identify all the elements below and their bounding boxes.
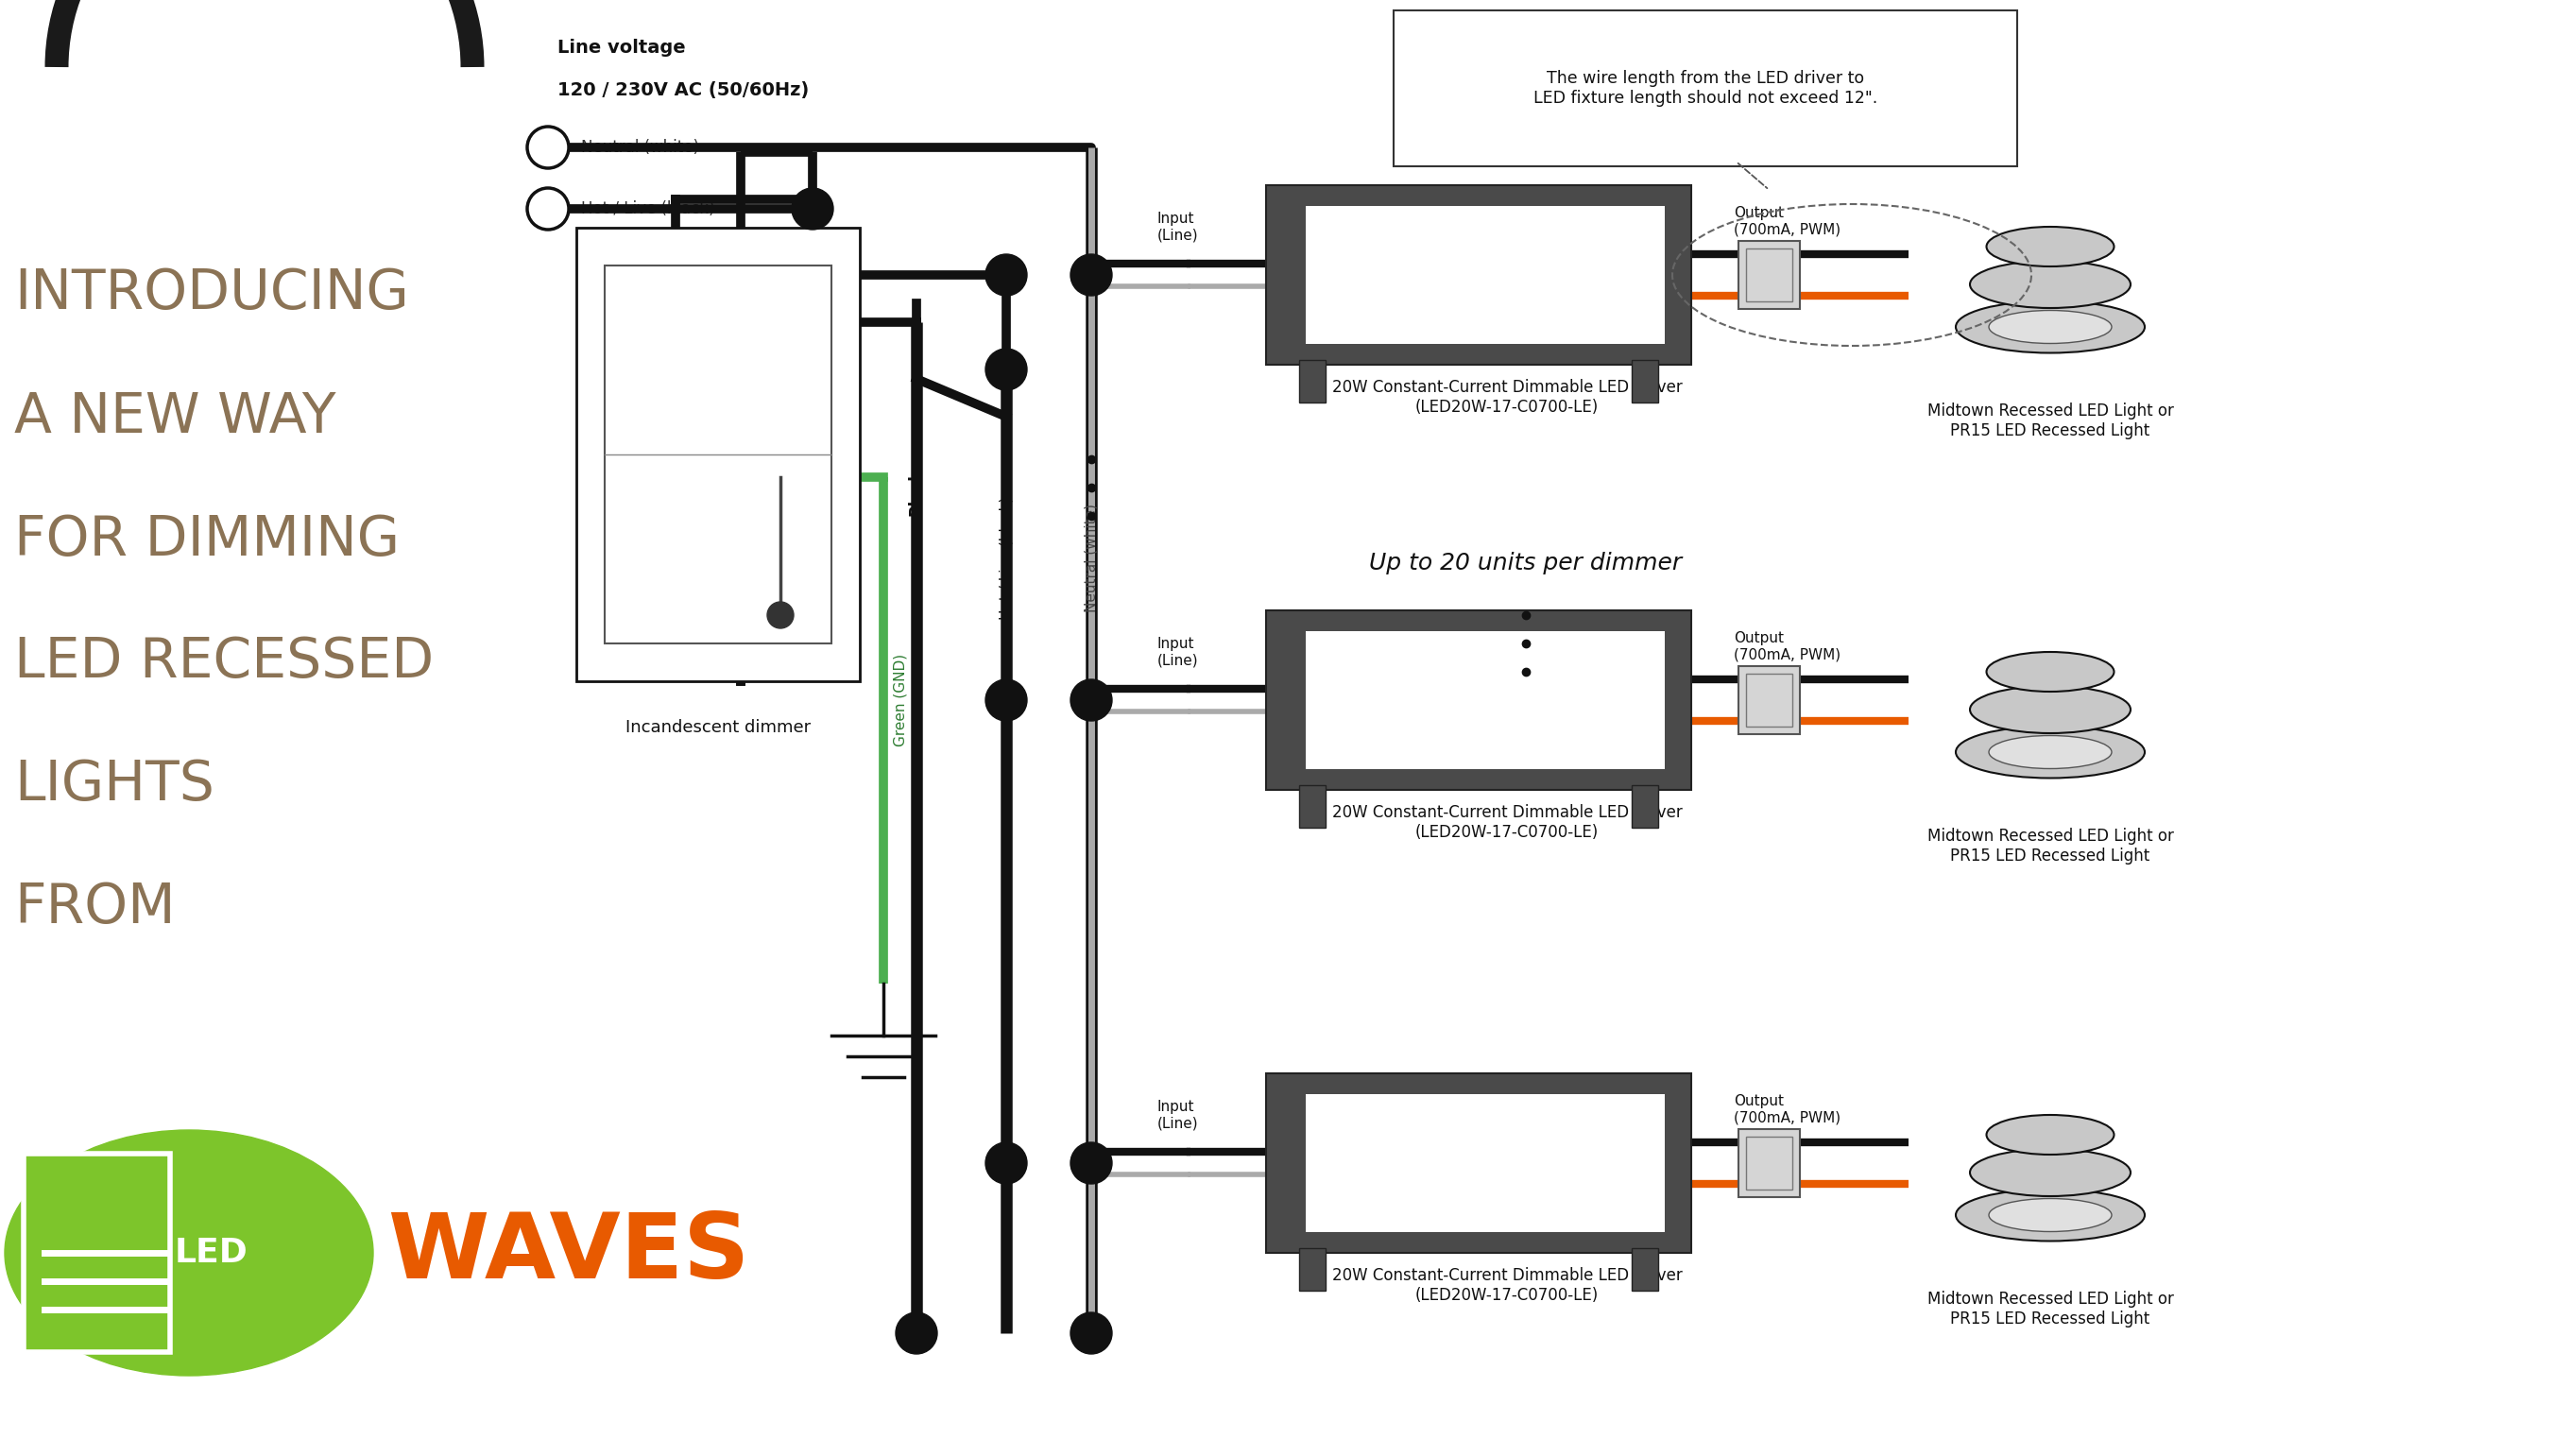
Text: Input
(Line): Input (Line) <box>1158 1099 1199 1130</box>
FancyBboxPatch shape <box>1633 360 1658 402</box>
FancyBboxPatch shape <box>1306 632 1666 769</box>
Text: Input
(Line): Input (Line) <box>1158 211 1199 242</box>
Circle shape <box>985 680 1028 721</box>
FancyBboxPatch shape <box>1737 1128 1801 1197</box>
Circle shape <box>528 127 569 169</box>
Ellipse shape <box>1987 1115 2115 1155</box>
Text: LIGHTS: LIGHTS <box>15 759 214 812</box>
Ellipse shape <box>1990 735 2112 769</box>
Circle shape <box>1071 680 1112 721</box>
Text: Neutral (white): Neutral (white) <box>582 138 699 156</box>
Text: Hot / Live (black): Hot / Live (black) <box>1000 496 1013 620</box>
Ellipse shape <box>5 1130 372 1376</box>
Text: FOR DIMMING: FOR DIMMING <box>15 513 401 566</box>
Ellipse shape <box>1957 301 2145 352</box>
Ellipse shape <box>1969 261 2130 309</box>
FancyBboxPatch shape <box>23 1153 171 1353</box>
Text: Hot / Live (black): Hot / Live (black) <box>582 201 714 217</box>
FancyBboxPatch shape <box>1265 610 1691 791</box>
FancyBboxPatch shape <box>1745 1137 1793 1190</box>
Text: LED: LED <box>176 1236 247 1270</box>
Circle shape <box>1071 1312 1112 1354</box>
FancyBboxPatch shape <box>1737 240 1801 309</box>
Text: 20W Constant-Current Dimmable LED Driver
(LED20W-17-C0700-LE): 20W Constant-Current Dimmable LED Driver… <box>1332 379 1681 415</box>
FancyBboxPatch shape <box>1745 674 1793 727</box>
Text: 120 / 230V AC (50/60Hz): 120 / 230V AC (50/60Hz) <box>559 82 809 99</box>
Ellipse shape <box>1957 1190 2145 1241</box>
Text: Midtown Recessed LED Light or
PR15 LED Recessed Light: Midtown Recessed LED Light or PR15 LED R… <box>1926 402 2173 440</box>
Text: A NEW WAY: A NEW WAY <box>15 390 337 444</box>
Text: Output
(700mA, PWM): Output (700mA, PWM) <box>1735 630 1842 661</box>
FancyBboxPatch shape <box>1633 785 1658 827</box>
FancyBboxPatch shape <box>1306 207 1666 344</box>
Circle shape <box>1071 1143 1112 1184</box>
FancyBboxPatch shape <box>1633 1248 1658 1290</box>
Circle shape <box>985 255 1028 296</box>
Ellipse shape <box>1987 227 2115 266</box>
Text: Midtown Recessed LED Light or
PR15 LED Recessed Light: Midtown Recessed LED Light or PR15 LED R… <box>1926 827 2173 865</box>
Ellipse shape <box>1987 652 2115 692</box>
FancyBboxPatch shape <box>1265 185 1691 364</box>
Text: Green (GND): Green (GND) <box>893 654 908 747</box>
FancyBboxPatch shape <box>1298 785 1327 827</box>
Text: 20W Constant-Current Dimmable LED Driver
(LED20W-17-C0700-LE): 20W Constant-Current Dimmable LED Driver… <box>1332 1267 1681 1303</box>
Text: Output
(700mA, PWM): Output (700mA, PWM) <box>1735 1093 1842 1124</box>
Ellipse shape <box>1990 310 2112 344</box>
FancyBboxPatch shape <box>605 265 832 644</box>
Text: Midtown Recessed LED Light or
PR15 LED Recessed Light: Midtown Recessed LED Light or PR15 LED R… <box>1926 1290 2173 1328</box>
FancyBboxPatch shape <box>1393 10 2018 166</box>
FancyBboxPatch shape <box>43 1175 151 1331</box>
Text: Black: Black <box>908 469 926 515</box>
Circle shape <box>1071 255 1112 296</box>
Ellipse shape <box>1990 1198 2112 1232</box>
Ellipse shape <box>1969 1149 2130 1197</box>
FancyBboxPatch shape <box>1265 1073 1691 1252</box>
Ellipse shape <box>1969 686 2130 734</box>
Text: WAVES: WAVES <box>388 1208 750 1297</box>
FancyBboxPatch shape <box>1298 360 1327 402</box>
Text: Line voltage: Line voltage <box>559 39 686 57</box>
FancyBboxPatch shape <box>1298 1248 1327 1290</box>
FancyBboxPatch shape <box>1306 1095 1666 1232</box>
FancyBboxPatch shape <box>577 227 860 681</box>
FancyBboxPatch shape <box>1745 249 1793 301</box>
Circle shape <box>985 348 1028 390</box>
Text: Output
(700mA, PWM): Output (700mA, PWM) <box>1735 205 1842 236</box>
Text: LED RECESSED: LED RECESSED <box>15 635 434 689</box>
Circle shape <box>791 188 834 230</box>
Text: 20W Constant-Current Dimmable LED Driver
(LED20W-17-C0700-LE): 20W Constant-Current Dimmable LED Driver… <box>1332 804 1681 840</box>
Text: The wire length from the LED driver to
LED fixture length should not exceed 12".: The wire length from the LED driver to L… <box>1533 70 1878 106</box>
Text: FROM: FROM <box>15 881 176 935</box>
Circle shape <box>768 601 793 629</box>
Ellipse shape <box>1957 727 2145 778</box>
Text: Neutral (white): Neutral (white) <box>1084 504 1099 613</box>
Text: INTRODUCING: INTRODUCING <box>15 266 408 320</box>
FancyBboxPatch shape <box>1737 665 1801 734</box>
Circle shape <box>895 1312 936 1354</box>
Text: Incandescent dimmer: Incandescent dimmer <box>625 719 811 737</box>
Circle shape <box>528 188 569 230</box>
Text: Input
(Line): Input (Line) <box>1158 636 1199 667</box>
Text: Up to 20 units per dimmer: Up to 20 units per dimmer <box>1370 552 1681 575</box>
Circle shape <box>985 1143 1028 1184</box>
